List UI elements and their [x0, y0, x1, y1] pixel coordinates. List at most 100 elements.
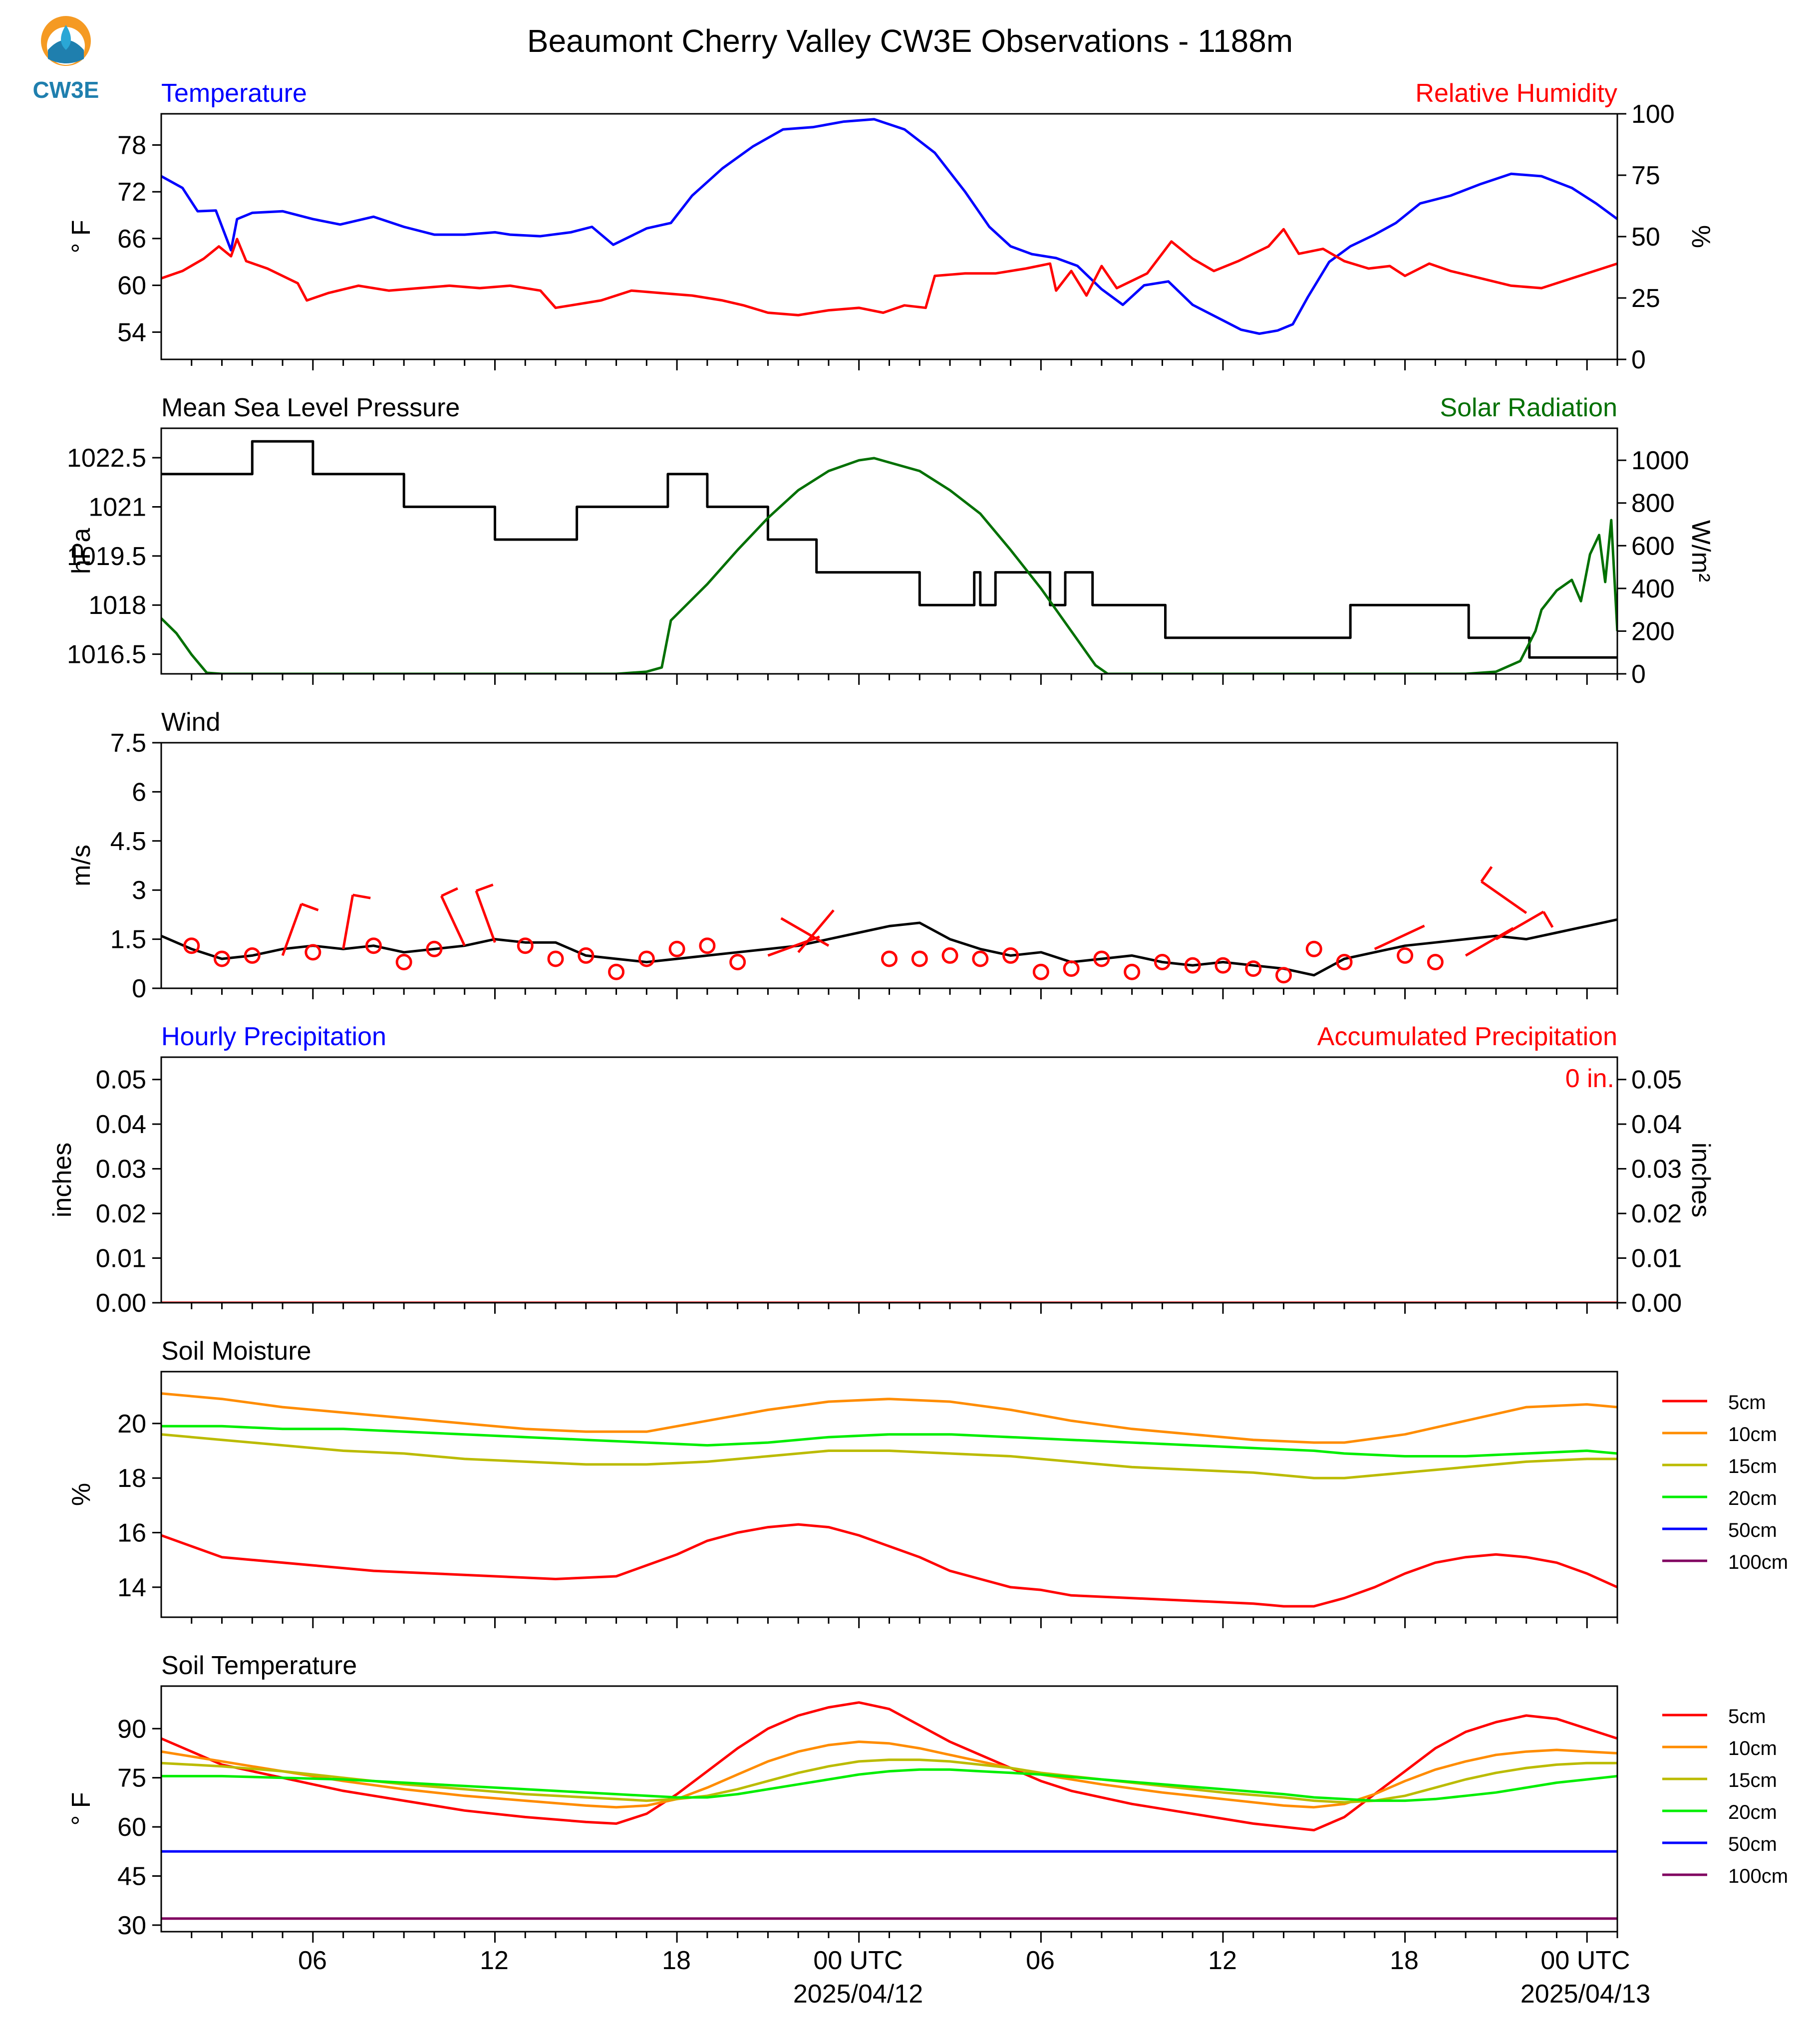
y-tick-label-right: 0.05	[1631, 1066, 1682, 1095]
wind-barb-calm	[183, 937, 200, 954]
y-axis-label-left: ° F	[67, 220, 96, 253]
series-10cm-line	[161, 1740, 1617, 1809]
y-tick-label-right: 200	[1631, 617, 1675, 646]
wind-barb-shaft	[780, 917, 830, 947]
wind-barb-shaft	[1495, 910, 1544, 940]
y-tick-label-right: 0.01	[1631, 1244, 1682, 1273]
x-tick-label: 00 UTC	[813, 1946, 903, 1975]
y-tick-label-left: 16	[117, 1519, 146, 1548]
series-group	[161, 866, 1617, 984]
wind-barb-calm	[1124, 963, 1141, 980]
y-tick-label-left: 20	[117, 1410, 146, 1439]
wind-barb-calm	[365, 937, 382, 954]
cw3e-water-drop-logo-icon	[41, 16, 91, 66]
wind-barb-shaft	[440, 895, 466, 946]
wind-barb-calm	[699, 937, 716, 954]
figure-title: Beaumont Cherry Valley CW3E Observations…	[527, 23, 1293, 59]
wind-barb-calm	[729, 954, 746, 971]
y-tick-label-left: 0.04	[96, 1110, 146, 1139]
logo-text: CW3E	[33, 77, 99, 103]
series-temperature-line	[161, 118, 1617, 335]
y-tick-label-left: 1.5	[110, 925, 146, 954]
legend-label: 10cm	[1728, 1738, 1777, 1759]
legend-label: 50cm	[1728, 1833, 1777, 1855]
y-axis-label-left: m/s	[67, 845, 96, 886]
legend-label: 15cm	[1728, 1455, 1777, 1477]
y-axis-label-right: W/m²	[1686, 520, 1715, 582]
series-15cm-line	[161, 1758, 1617, 1804]
panel-pressure-solar: Mean Sea Level Pressure Solar Radiation 10…	[67, 393, 1715, 689]
y-tick-label-left: 0.05	[96, 1066, 146, 1095]
wind-barb-calm	[668, 940, 685, 957]
wind-barb-flag	[352, 893, 371, 899]
y-tick-label-left: 72	[117, 178, 146, 207]
y-axis-label-right: inches	[1686, 1143, 1715, 1217]
y-tick-label-left: 14	[117, 1573, 146, 1602]
y-tick-label-right: 0.00	[1631, 1289, 1682, 1318]
wind-barb-shaft	[342, 894, 354, 949]
wind-barb-shaft	[1374, 924, 1425, 950]
y-tick-label-right: 0.02	[1631, 1199, 1682, 1228]
wind-barb-calm	[304, 944, 321, 961]
y-tick-label-left: 0	[132, 974, 146, 1003]
wind-barb-calm	[214, 950, 231, 967]
y-tick-label-right: 0	[1631, 660, 1646, 689]
panel-frame	[160, 113, 1618, 360]
wind-barb-flag	[301, 902, 319, 911]
series-wind-speed-line	[161, 918, 1617, 977]
wind-barb-calm	[1214, 957, 1231, 974]
wind-barb-calm	[1002, 947, 1019, 964]
legend-label: 20cm	[1728, 1801, 1777, 1823]
series-10cm-line	[161, 1392, 1617, 1444]
wind-barbs	[183, 866, 1554, 984]
series-5cm-line	[161, 1701, 1617, 1832]
panel-soil-temperature: Soil Temperature 30 45 60 75 90 ° F	[67, 1651, 1618, 1943]
wind-barb-calm	[608, 963, 625, 980]
soil-temperature-legend: 5cm 10cm 15cm 20cm 50cm 100cm	[1662, 1706, 1788, 1887]
legend-label: 15cm	[1728, 1769, 1777, 1791]
series-group	[161, 440, 1617, 674]
wind-barb-calm	[881, 950, 898, 967]
y-axis-label-left: hPa	[67, 528, 96, 575]
y-tick-label-right: 400	[1631, 575, 1675, 603]
panel-soil-moisture: Soil Moisture 14 16 18 20%	[67, 1337, 1618, 1628]
legend-label: 5cm	[1728, 1392, 1766, 1414]
wind-barb-flag	[1542, 911, 1554, 928]
x-tick-label: 00 UTC	[1540, 1946, 1630, 1975]
legend-label: 5cm	[1728, 1706, 1766, 1728]
series-relative-humidity-line	[161, 228, 1617, 316]
y-tick-label-right: 25	[1631, 284, 1660, 313]
accumulated-total-annotation: 0 in.	[1565, 1064, 1614, 1093]
y-tick-label-right: 50	[1631, 223, 1660, 252]
wind-barb-calm	[1093, 950, 1110, 967]
wind-barb-calm	[1063, 960, 1080, 977]
y-tick-label-left: 1022.5	[67, 444, 146, 473]
y-axis-label-left: ° F	[67, 1792, 96, 1825]
y-tick-label-right: 0.03	[1631, 1155, 1682, 1184]
wind-barb-calm	[1336, 954, 1353, 971]
y-tick-label-left: 3	[132, 876, 146, 905]
wind-barb-calm	[1305, 940, 1322, 957]
x-tick-label: 18	[662, 1946, 691, 1975]
x-tick-label: 06	[1026, 1946, 1055, 1975]
wind-barb-shaft	[281, 903, 303, 956]
wind-barb-calm	[1245, 960, 1262, 977]
y-tick-label-right: 0	[1631, 345, 1646, 374]
panel-wind: Wind 0 1.5 3 4.5 6 7.5 m/s	[67, 708, 1618, 1003]
panel-frame	[160, 427, 1618, 675]
y-tick-label-left: 18	[117, 1464, 146, 1493]
legend-label: 50cm	[1728, 1519, 1777, 1541]
panel-title-left: Mean Sea Level Pressure	[161, 393, 460, 422]
wind-barb-shaft	[475, 890, 496, 943]
y-tick-label-left: 90	[117, 1715, 146, 1743]
y-tick-label-right: 800	[1631, 489, 1675, 518]
series-group	[161, 118, 1617, 335]
legend-label: 100cm	[1728, 1865, 1788, 1887]
y-tick-label-left: 78	[117, 131, 146, 160]
wind-barb-calm	[578, 947, 595, 964]
wind-barb-calm	[395, 954, 412, 971]
y-axis-label-left: %	[67, 1483, 96, 1506]
panel-title-left: Soil Temperature	[161, 1651, 357, 1680]
series-15cm-line	[161, 1433, 1617, 1479]
